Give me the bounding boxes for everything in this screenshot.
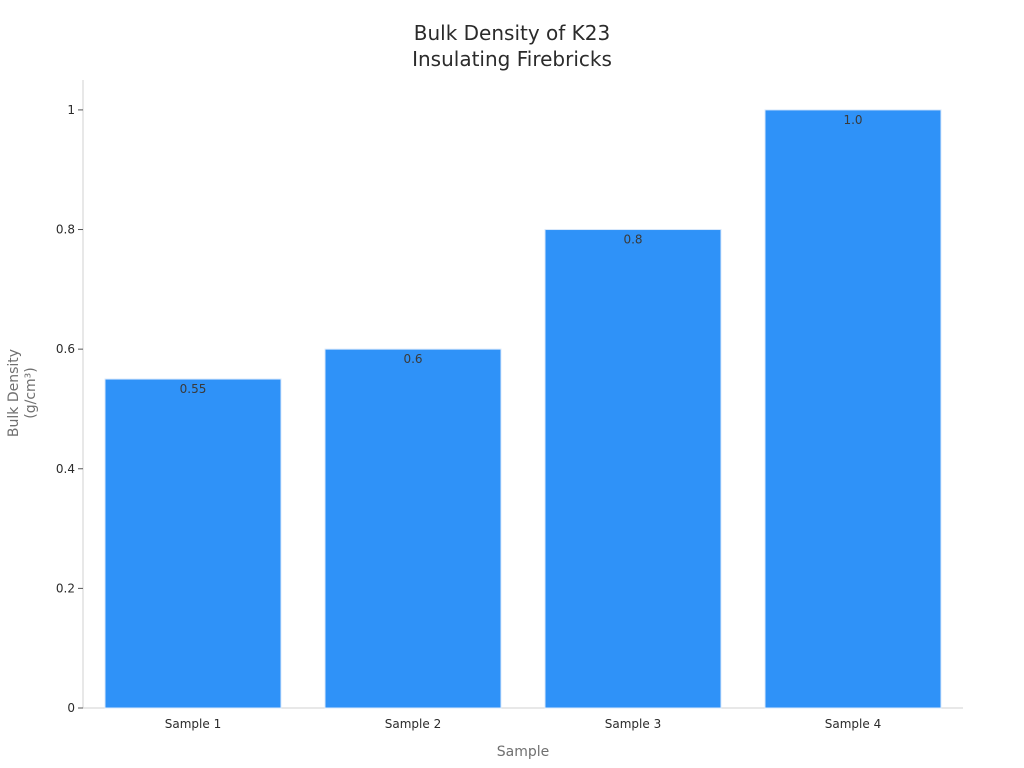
chart-title-line-2: Insulating Firebricks xyxy=(412,47,612,71)
y-tick-label: 1 xyxy=(67,103,75,117)
data-label: 1.0 xyxy=(843,113,862,127)
data-labels: 0.55 0.6 0.8 1.0 xyxy=(180,113,863,396)
data-label: 0.8 xyxy=(623,233,642,247)
bars xyxy=(104,109,942,709)
y-axis-title: Bulk Density (g/cm³) xyxy=(6,349,39,437)
y-tick-label: 0.8 xyxy=(56,223,75,237)
x-axis-title: Sample xyxy=(497,744,550,760)
y-tick-label: 0 xyxy=(67,701,75,715)
y-axis-title-line-1: Bulk Density xyxy=(6,349,22,437)
chart-title: Bulk Density of K23 Insulating Firebrick… xyxy=(412,21,612,71)
bar-sample-4 xyxy=(764,109,942,709)
data-label: 0.6 xyxy=(403,352,422,366)
bar-sample-2 xyxy=(324,348,502,709)
x-tick-label: Sample 2 xyxy=(385,717,441,731)
data-label: 0.55 xyxy=(180,382,207,396)
y-tick-label: 0.2 xyxy=(56,581,75,595)
y-axis-ticks: 0 0.2 0.4 0.6 0.8 1 xyxy=(56,103,83,715)
x-tick-label: Sample 1 xyxy=(165,717,221,731)
x-tick-label: Sample 4 xyxy=(825,717,881,731)
x-tick-label: Sample 3 xyxy=(605,717,661,731)
y-axis-title-line-2: (g/cm³) xyxy=(23,367,39,418)
bar-sample-1 xyxy=(104,378,282,709)
chart-title-line-1: Bulk Density of K23 xyxy=(414,21,610,45)
x-axis-ticks: Sample 1 Sample 2 Sample 3 Sample 4 xyxy=(165,717,881,731)
bar-sample-3 xyxy=(544,229,722,709)
y-tick-label: 0.6 xyxy=(56,342,75,356)
y-tick-label: 0.4 xyxy=(56,462,75,476)
